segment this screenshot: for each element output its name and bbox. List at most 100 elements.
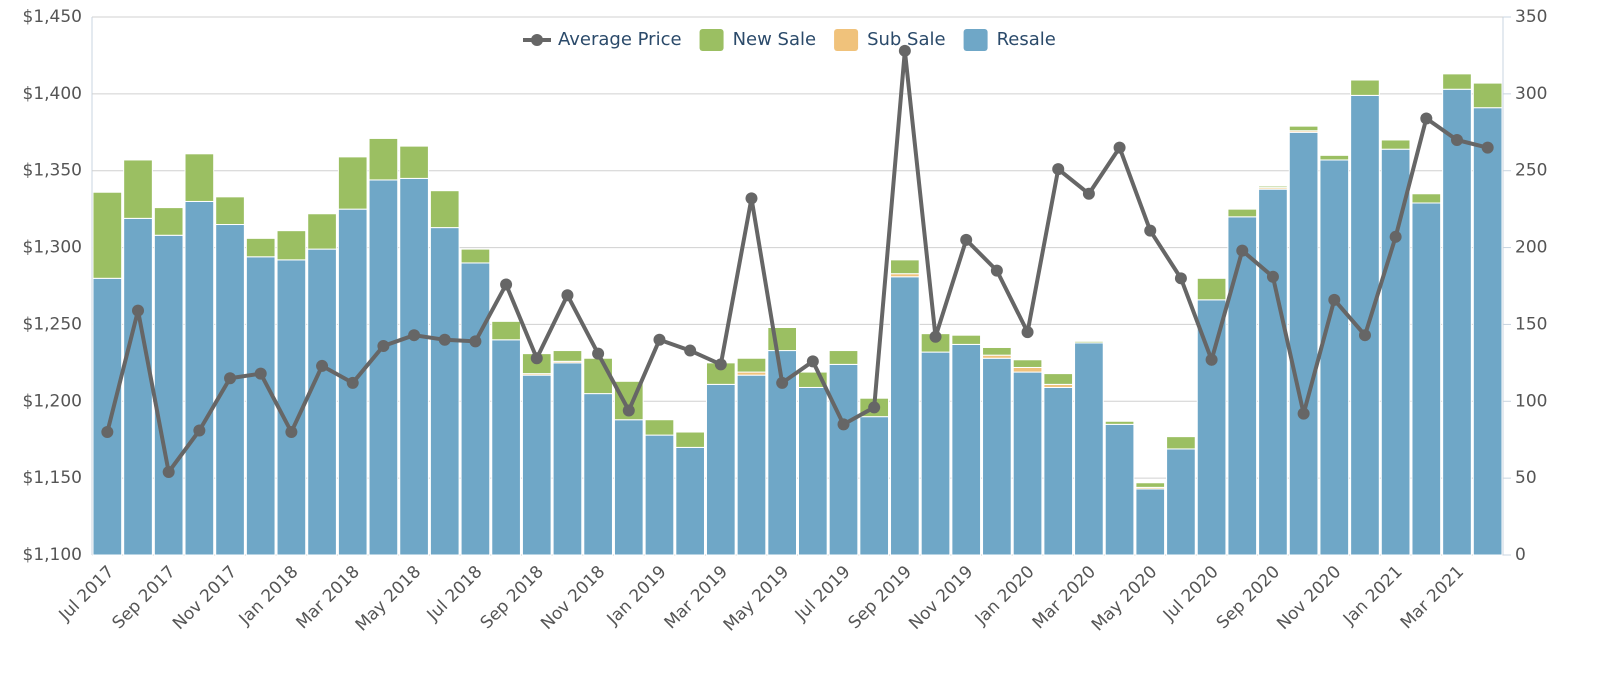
line-marker <box>837 418 850 431</box>
bar <box>1472 82 1503 109</box>
bar <box>859 416 890 556</box>
bar <box>1380 148 1411 556</box>
bar <box>951 334 982 345</box>
bar <box>583 357 613 395</box>
bar <box>1350 79 1380 96</box>
y-tick-label: $1,250 <box>23 314 82 334</box>
legend-label: Average Price <box>558 29 682 50</box>
bar <box>1227 216 1258 556</box>
line-marker <box>193 424 206 437</box>
y2-tick-label: 350 <box>1515 7 1547 27</box>
x-tick-label: Mar 2021 <box>1397 562 1468 633</box>
y-tick-label: $1,300 <box>23 238 82 258</box>
line-marker <box>408 329 421 342</box>
line-marker <box>776 376 789 389</box>
x-tick-label: May 2018 <box>352 562 425 635</box>
bar <box>368 179 399 556</box>
line-marker <box>1328 293 1341 306</box>
line-marker <box>132 304 145 317</box>
bar <box>1472 107 1503 556</box>
bar <box>1166 448 1196 556</box>
line-marker <box>316 359 329 372</box>
y-tick-label: $1,200 <box>23 391 82 411</box>
x-tick-label: May 2020 <box>1088 562 1161 635</box>
bar <box>337 156 368 210</box>
bar <box>184 200 215 556</box>
bar <box>491 320 521 341</box>
line-marker <box>346 376 359 389</box>
x-tick-label: Sep 2017 <box>109 562 180 633</box>
y-tick-label: $1,350 <box>23 161 82 181</box>
y2-tick-label: 0 <box>1515 545 1526 565</box>
line-marker <box>960 233 973 246</box>
line-marker <box>1174 272 1187 285</box>
bar <box>552 362 583 556</box>
bar <box>1074 342 1104 556</box>
bar <box>1012 359 1043 368</box>
x-tick-label: Jul 2020 <box>1159 562 1223 626</box>
y2-tick-label: 250 <box>1515 161 1547 181</box>
bar <box>982 346 1012 356</box>
x-tick-label: Jul 2017 <box>55 562 119 626</box>
bar <box>736 374 767 556</box>
legend-label: Resale <box>997 29 1056 50</box>
bar <box>890 259 920 275</box>
bar <box>245 237 276 258</box>
bar <box>1319 159 1350 556</box>
line-marker <box>1481 141 1494 154</box>
bar <box>123 159 153 219</box>
line-marker <box>684 344 697 357</box>
bar <box>1227 208 1258 218</box>
bar <box>1442 88 1472 556</box>
x-tick-label: May 2019 <box>720 562 793 635</box>
bar <box>552 350 583 362</box>
y2-tick-label: 150 <box>1515 314 1547 334</box>
x-tick-label: Nov 2017 <box>169 562 241 634</box>
line-marker <box>224 372 237 385</box>
x-tick-label: Nov 2018 <box>537 562 609 634</box>
line-marker <box>714 358 727 371</box>
bar <box>705 383 736 556</box>
line-marker <box>1113 141 1126 154</box>
y-tick-label: $1,450 <box>23 7 82 27</box>
line-marker <box>622 404 635 417</box>
line-marker <box>929 330 942 343</box>
line-marker <box>530 352 543 365</box>
bar <box>307 248 337 556</box>
legend-swatch <box>963 29 988 51</box>
bar <box>521 374 552 556</box>
bar <box>215 196 245 226</box>
bar <box>1012 371 1043 556</box>
y2-tick-label: 300 <box>1515 84 1547 104</box>
bar <box>1104 423 1135 556</box>
bar <box>307 213 337 250</box>
bar <box>123 217 153 556</box>
bar <box>276 230 307 261</box>
line-marker <box>1389 230 1402 243</box>
bar <box>368 137 399 181</box>
legend-marker <box>531 34 543 46</box>
bar <box>491 339 521 556</box>
bar <box>1442 73 1472 90</box>
line-marker <box>1205 353 1218 366</box>
bar <box>184 153 215 202</box>
bar <box>1104 420 1135 425</box>
bar <box>429 190 460 229</box>
x-tick-label: Sep 2020 <box>1213 562 1284 633</box>
bar <box>460 262 491 556</box>
y2-tick-label: 50 <box>1515 468 1537 488</box>
bar <box>644 434 675 556</box>
bar <box>399 145 429 179</box>
line-marker <box>1358 329 1371 342</box>
bar <box>828 350 859 365</box>
line-marker <box>990 264 1003 277</box>
y2-tick-label: 100 <box>1515 391 1547 411</box>
bar <box>1411 193 1442 204</box>
line-marker <box>868 401 881 414</box>
line-marker <box>1266 270 1279 283</box>
legend-swatch <box>699 29 724 51</box>
legend: Average Price New Sale Sub Sale Resale <box>523 29 1056 51</box>
bar <box>1135 482 1166 488</box>
bar <box>1288 131 1319 556</box>
